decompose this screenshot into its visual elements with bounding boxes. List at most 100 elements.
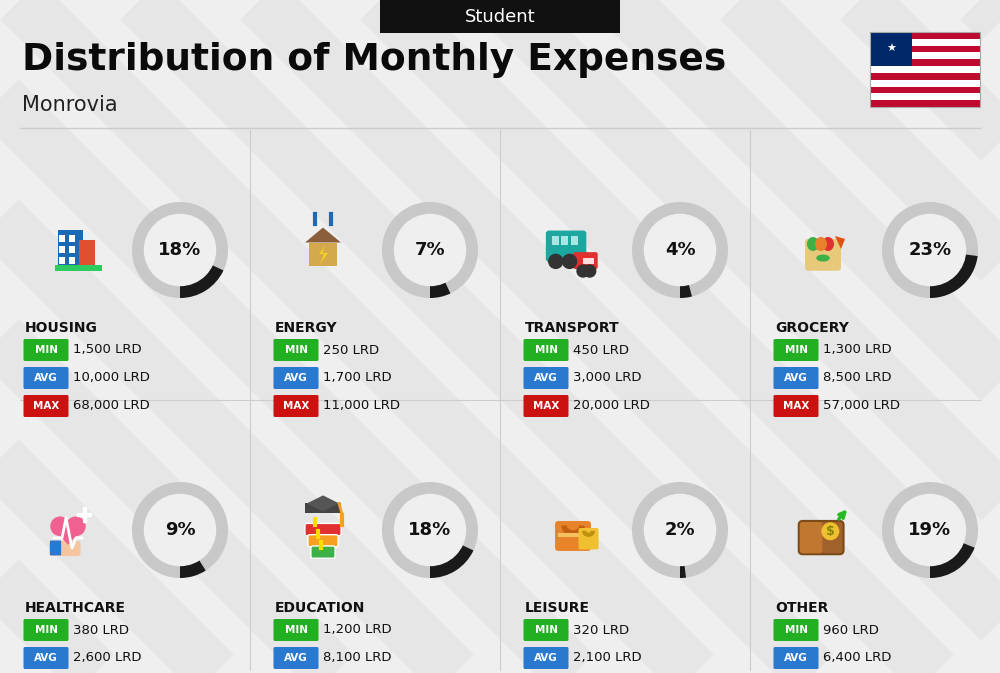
Text: MIN: MIN [534, 345, 558, 355]
FancyBboxPatch shape [311, 546, 335, 558]
Circle shape [894, 215, 966, 285]
FancyBboxPatch shape [571, 236, 578, 245]
FancyBboxPatch shape [69, 235, 75, 242]
Text: Monrovia: Monrovia [22, 95, 118, 115]
FancyBboxPatch shape [524, 395, 568, 417]
Text: MAX: MAX [533, 401, 559, 411]
Wedge shape [632, 202, 728, 298]
Text: TRANSPORT: TRANSPORT [525, 321, 620, 335]
Text: 4%: 4% [665, 241, 695, 259]
FancyBboxPatch shape [800, 522, 822, 553]
Polygon shape [319, 245, 328, 264]
FancyBboxPatch shape [24, 367, 68, 389]
Circle shape [51, 517, 69, 536]
Text: 19%: 19% [908, 521, 952, 539]
Text: 20,000 LRD: 20,000 LRD [573, 400, 650, 413]
FancyBboxPatch shape [69, 246, 75, 253]
FancyBboxPatch shape [870, 66, 980, 73]
Wedge shape [132, 482, 228, 578]
Circle shape [584, 265, 596, 277]
Text: MIN: MIN [34, 345, 58, 355]
Wedge shape [132, 202, 228, 298]
FancyBboxPatch shape [546, 231, 586, 262]
Text: 960 LRD: 960 LRD [823, 623, 879, 637]
Text: AVG: AVG [34, 373, 58, 383]
FancyBboxPatch shape [59, 246, 65, 253]
Text: Student: Student [465, 8, 535, 26]
Text: AVG: AVG [784, 373, 808, 383]
FancyBboxPatch shape [524, 339, 568, 361]
Text: MIN: MIN [285, 625, 308, 635]
Text: ENERGY: ENERGY [275, 321, 338, 335]
Text: 11,000 LRD: 11,000 LRD [323, 400, 400, 413]
FancyBboxPatch shape [524, 619, 568, 641]
Ellipse shape [807, 237, 819, 251]
FancyBboxPatch shape [59, 235, 65, 242]
Circle shape [394, 215, 466, 285]
FancyBboxPatch shape [870, 87, 980, 94]
FancyBboxPatch shape [561, 236, 568, 245]
Text: MAX: MAX [283, 401, 309, 411]
FancyBboxPatch shape [274, 619, 318, 641]
FancyBboxPatch shape [805, 239, 841, 271]
Circle shape [577, 265, 589, 277]
Text: 2,100 LRD: 2,100 LRD [573, 651, 642, 664]
FancyBboxPatch shape [69, 257, 75, 264]
FancyBboxPatch shape [555, 521, 591, 551]
Wedge shape [680, 285, 692, 298]
Text: 3,000 LRD: 3,000 LRD [573, 371, 642, 384]
FancyBboxPatch shape [774, 367, 818, 389]
Text: ★: ★ [886, 44, 896, 54]
Text: EDUCATION: EDUCATION [275, 601, 365, 615]
Text: 2%: 2% [665, 521, 695, 539]
Wedge shape [430, 545, 473, 578]
FancyBboxPatch shape [799, 521, 844, 555]
FancyBboxPatch shape [870, 100, 980, 107]
Wedge shape [930, 254, 978, 298]
Circle shape [67, 517, 85, 536]
FancyBboxPatch shape [774, 339, 818, 361]
Polygon shape [835, 236, 845, 249]
Text: MIN: MIN [34, 625, 58, 635]
Text: 57,000 LRD: 57,000 LRD [823, 400, 900, 413]
FancyBboxPatch shape [24, 647, 68, 669]
FancyBboxPatch shape [305, 503, 341, 513]
Text: MAX: MAX [33, 401, 59, 411]
Text: 250 LRD: 250 LRD [323, 343, 379, 357]
Wedge shape [930, 543, 975, 578]
Text: AVG: AVG [284, 653, 308, 663]
FancyBboxPatch shape [870, 32, 980, 39]
Wedge shape [180, 265, 223, 298]
Text: $: $ [826, 525, 835, 538]
FancyBboxPatch shape [870, 39, 980, 46]
FancyBboxPatch shape [24, 395, 68, 417]
Wedge shape [382, 482, 478, 578]
Text: Distribution of Monthly Expenses: Distribution of Monthly Expenses [22, 42, 726, 78]
Text: 450 LRD: 450 LRD [573, 343, 629, 357]
Text: 8,500 LRD: 8,500 LRD [823, 371, 892, 384]
Text: AVG: AVG [534, 373, 558, 383]
FancyBboxPatch shape [578, 528, 599, 549]
FancyBboxPatch shape [774, 395, 818, 417]
Circle shape [144, 495, 216, 565]
FancyBboxPatch shape [870, 59, 980, 66]
FancyBboxPatch shape [583, 258, 594, 264]
FancyBboxPatch shape [870, 73, 980, 79]
FancyBboxPatch shape [24, 619, 68, 641]
Text: 1,700 LRD: 1,700 LRD [323, 371, 392, 384]
Text: HEALTHCARE: HEALTHCARE [25, 601, 126, 615]
FancyBboxPatch shape [24, 339, 68, 361]
Text: LEISURE: LEISURE [525, 601, 590, 615]
Text: MIN: MIN [534, 625, 558, 635]
Text: 6,400 LRD: 6,400 LRD [823, 651, 891, 664]
Wedge shape [382, 202, 478, 298]
Text: AVG: AVG [284, 373, 308, 383]
Text: OTHER: OTHER [775, 601, 828, 615]
Ellipse shape [815, 237, 827, 251]
Circle shape [563, 254, 577, 269]
FancyBboxPatch shape [870, 46, 980, 52]
Ellipse shape [816, 254, 830, 262]
FancyBboxPatch shape [870, 52, 980, 59]
Wedge shape [430, 282, 450, 298]
Text: 23%: 23% [908, 241, 952, 259]
